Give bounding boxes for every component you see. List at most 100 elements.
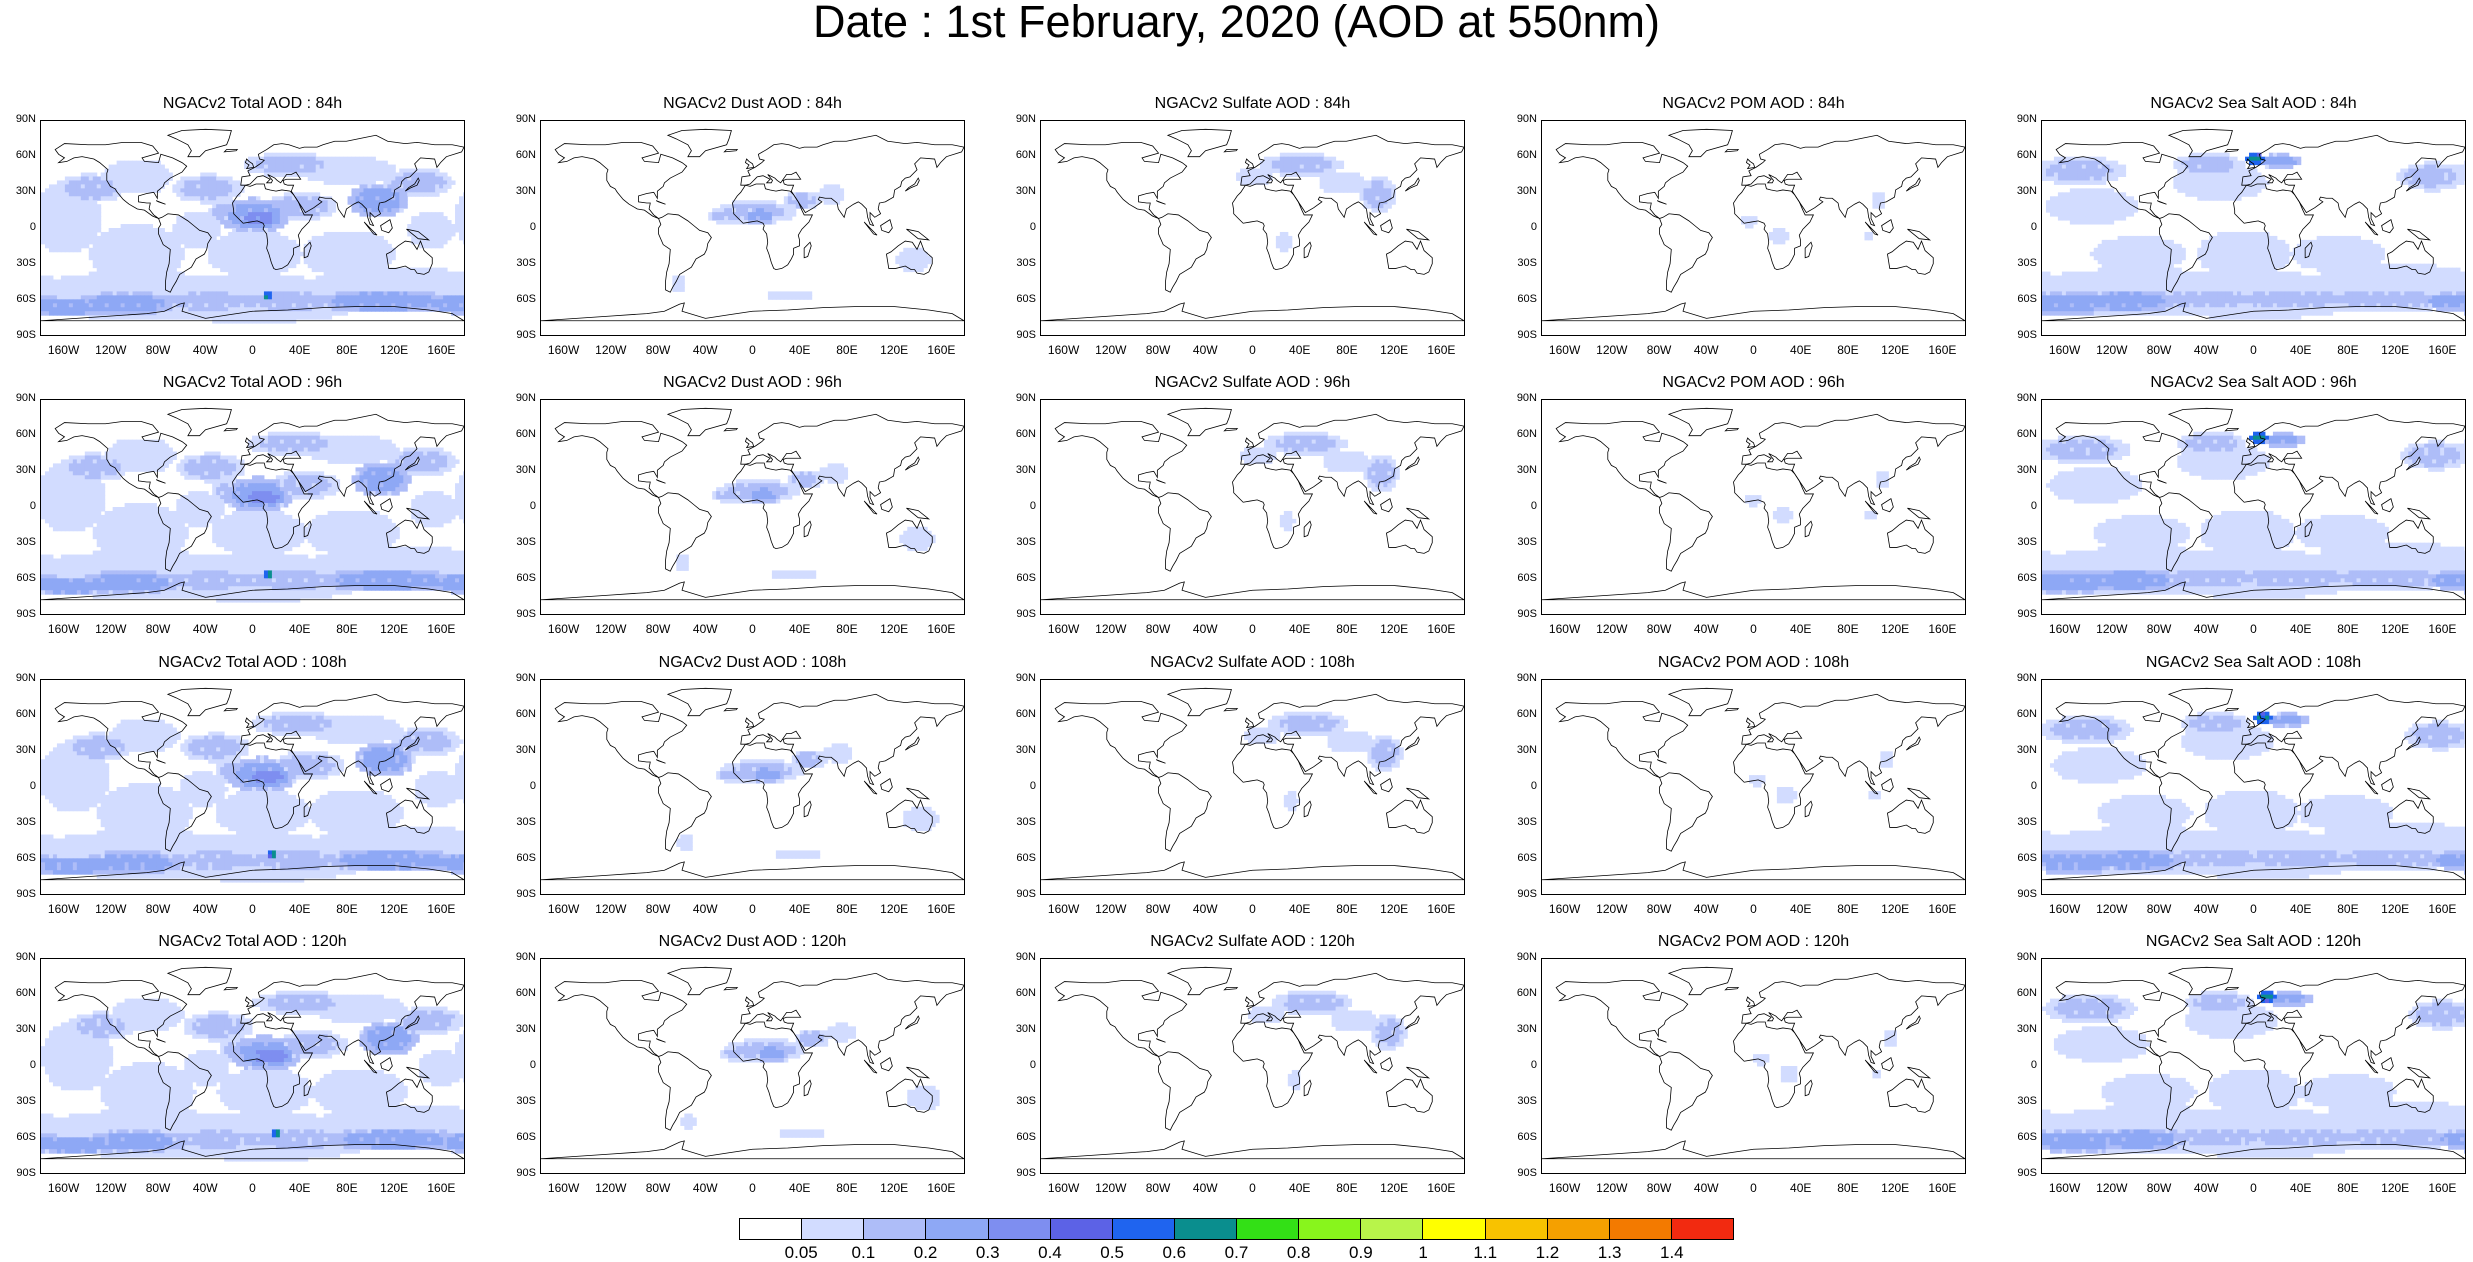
map-panel-sulfate xyxy=(1040,120,1465,336)
map-panel-total xyxy=(40,958,465,1174)
aod-field xyxy=(2042,432,2465,599)
lon-tick-label: 120W xyxy=(589,344,633,356)
colorbar-tick-label: 0.5 xyxy=(1087,1244,1137,1261)
lon-tick-label: 160E xyxy=(919,344,963,356)
lon-tick-label: 120E xyxy=(872,623,916,635)
lat-tick-label: 0 xyxy=(12,1060,36,1071)
colorbar-box xyxy=(1672,1219,1733,1239)
lon-tick-label: 40E xyxy=(278,903,322,915)
lat-tick-label: 90S xyxy=(12,330,36,341)
lat-tick-label: 30S xyxy=(2013,1096,2037,1107)
panel-title: NGACv2 Dust AOD : 84h xyxy=(540,96,965,112)
lat-tick-label: 60S xyxy=(512,294,536,305)
map-panel-pom xyxy=(1541,399,1966,615)
lon-tick-label: 40W xyxy=(1183,623,1227,635)
lat-tick-label: 30S xyxy=(2013,817,2037,828)
map-panel-pom xyxy=(1541,958,1966,1174)
world-map xyxy=(541,959,964,1173)
panel-title: NGACv2 Sea Salt AOD : 120h xyxy=(2041,934,2466,950)
lon-tick-label: 160W xyxy=(1042,903,1086,915)
lon-tick-label: 120E xyxy=(372,903,416,915)
lon-tick-label: 40W xyxy=(2184,623,2228,635)
lon-tick-label: 120W xyxy=(1590,1182,1634,1194)
lon-tick-label: 40W xyxy=(683,903,727,915)
colorbar-box xyxy=(1051,1219,1113,1239)
lat-tick-label: 0 xyxy=(1513,781,1537,792)
lon-tick-label: 80E xyxy=(325,623,369,635)
lon-tick-label: 40E xyxy=(278,344,322,356)
lon-tick-label: 0 xyxy=(731,344,775,356)
lon-tick-label: 40E xyxy=(1779,1182,1823,1194)
lon-tick-label: 40W xyxy=(2184,903,2228,915)
lat-tick-label: 90S xyxy=(512,330,536,341)
lat-tick-label: 30N xyxy=(1513,186,1537,197)
lat-tick-label: 0 xyxy=(1513,1060,1537,1071)
map-panel-pom xyxy=(1541,679,1966,895)
lat-tick-label: 30S xyxy=(512,817,536,828)
lon-tick-label: 160W xyxy=(1543,344,1587,356)
lon-tick-label: 80W xyxy=(1136,903,1180,915)
lon-tick-label: 160W xyxy=(42,1182,86,1194)
lon-tick-label: 120W xyxy=(89,344,133,356)
lat-tick-label: 90N xyxy=(2013,393,2037,404)
lon-tick-label: 40E xyxy=(778,1182,822,1194)
lon-tick-label: 120W xyxy=(2090,344,2134,356)
lon-tick-label: 160E xyxy=(919,903,963,915)
lon-tick-label: 80E xyxy=(825,344,869,356)
aod-field xyxy=(41,712,464,883)
panel-title: NGACv2 POM AOD : 120h xyxy=(1541,934,1966,950)
lat-tick-label: 90S xyxy=(1513,1168,1537,1179)
lat-tick-label: 0 xyxy=(2013,501,2037,512)
lat-tick-label: 30N xyxy=(12,465,36,476)
lon-tick-label: 160E xyxy=(1920,903,1964,915)
lat-tick-label: 60S xyxy=(12,573,36,584)
map-panel-sulfate xyxy=(1040,679,1465,895)
colorbar-tick-label: 0.3 xyxy=(963,1244,1013,1261)
panel-title: NGACv2 Sulfate AOD : 96h xyxy=(1040,375,1465,391)
lon-tick-label: 40W xyxy=(1684,623,1728,635)
lat-tick-label: 0 xyxy=(12,781,36,792)
lon-tick-label: 120W xyxy=(1089,623,1133,635)
coastlines xyxy=(541,129,964,320)
panel-title: NGACv2 Sea Salt AOD : 84h xyxy=(2041,96,2466,112)
lon-tick-label: 80W xyxy=(636,903,680,915)
world-map xyxy=(2042,121,2465,335)
lat-tick-label: 0 xyxy=(512,1060,536,1071)
lat-tick-label: 90N xyxy=(1012,952,1036,963)
lon-tick-label: 160E xyxy=(419,903,463,915)
world-map xyxy=(1041,959,1464,1173)
colorbar-tick-label: 0.6 xyxy=(1149,1244,1199,1261)
lon-tick-label: 80W xyxy=(1136,1182,1180,1194)
coastlines xyxy=(1041,408,1464,599)
lat-tick-label: 60S xyxy=(2013,573,2037,584)
lon-tick-label: 120W xyxy=(1089,1182,1133,1194)
lat-tick-label: 60N xyxy=(1513,988,1537,999)
lon-tick-label: 120W xyxy=(589,1182,633,1194)
lat-tick-label: 90S xyxy=(1513,330,1537,341)
lon-tick-label: 80E xyxy=(1826,1182,1870,1194)
lon-tick-label: 80W xyxy=(1136,344,1180,356)
lon-tick-label: 0 xyxy=(2232,623,2276,635)
coastlines xyxy=(1041,688,1464,879)
lon-tick-label: 120W xyxy=(2090,623,2134,635)
panel-title: NGACv2 Total AOD : 108h xyxy=(40,655,465,671)
lon-tick-label: 160E xyxy=(2420,623,2464,635)
world-map xyxy=(1041,680,1464,894)
lon-tick-label: 80W xyxy=(2137,1182,2181,1194)
lat-tick-label: 60S xyxy=(1012,1132,1036,1143)
lat-tick-label: 0 xyxy=(2013,1060,2037,1071)
lon-tick-label: 40E xyxy=(2279,623,2323,635)
colorbar-box xyxy=(1610,1219,1672,1239)
lon-tick-label: 0 xyxy=(1231,903,1275,915)
world-map xyxy=(1542,680,1965,894)
map-panel-seasalt xyxy=(2041,399,2466,615)
lat-tick-label: 30S xyxy=(1513,258,1537,269)
colorbar-box xyxy=(1299,1219,1361,1239)
lon-tick-label: 0 xyxy=(2232,344,2276,356)
lon-tick-label: 160W xyxy=(1543,623,1587,635)
lon-tick-label: 120E xyxy=(2373,344,2417,356)
panel-title: NGACv2 Sea Salt AOD : 96h xyxy=(2041,375,2466,391)
lat-tick-label: 60S xyxy=(1513,853,1537,864)
lat-tick-label: 30N xyxy=(512,745,536,756)
lat-tick-label: 30S xyxy=(1012,817,1036,828)
